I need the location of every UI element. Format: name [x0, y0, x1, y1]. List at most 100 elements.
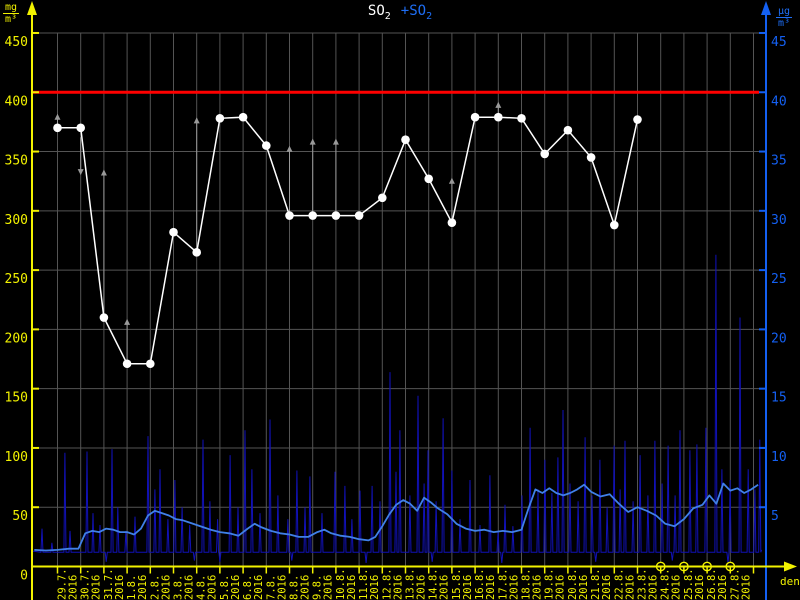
x-tick-label-year: 2016	[369, 575, 381, 600]
gridlines	[32, 32, 766, 567]
x-tick-label-year: 2016	[392, 575, 404, 600]
y-right-tick-label: 25	[771, 272, 787, 287]
x-tick-label-date: 14.8.	[428, 568, 440, 600]
x-tick-label-date: 20.8.	[567, 568, 579, 600]
arrow-up-icon	[193, 117, 200, 124]
x-tick-label-year: 2016	[276, 575, 288, 600]
arrow-up-icon	[332, 138, 339, 145]
so2-raw-series	[33, 254, 763, 563]
x-axis-arrow-icon	[784, 561, 797, 572]
x-tick-label-year: 2016	[230, 575, 242, 600]
x-tick-label-year: 2016	[207, 575, 219, 600]
y-left-tick-label: 250	[5, 272, 28, 287]
x-tick-label-date: 4.8.	[196, 575, 208, 600]
x-tick-label-year: 2016	[137, 575, 149, 600]
x-tick-label-year: 2016	[532, 575, 544, 600]
daily-data-point	[586, 153, 596, 162]
x-tick-label-date: 16.8.	[474, 568, 486, 600]
daily-data-point	[610, 220, 619, 230]
x-tick-label-date: 5.8.	[219, 575, 231, 600]
arrow-up-icon	[495, 101, 502, 108]
x-tick-label-date: 12.8.	[381, 568, 393, 600]
daily-data-point	[540, 149, 549, 159]
daily-data-point	[633, 115, 642, 124]
arrow-up-icon	[286, 145, 293, 152]
y-right-tick-label: 35	[771, 154, 787, 169]
y-right-tick-label: 30	[771, 213, 787, 228]
x-tick-label-date: 10.8.	[335, 568, 347, 600]
y-left-tick-label: 0	[20, 569, 28, 584]
x-tick-label-date: 19.8.	[544, 568, 556, 600]
x-tick-label-year: 2016	[601, 575, 613, 600]
arrow-up-icon	[54, 113, 61, 120]
x-tick-label-year: 2016	[624, 575, 636, 600]
y-left-axis-arrow-icon	[27, 1, 37, 15]
y-left-tick-label: 200	[5, 331, 28, 346]
y-right-tick-label: 5	[771, 509, 779, 524]
y-left-tick-label: 400	[5, 94, 28, 109]
annotation-arrows	[54, 101, 502, 362]
y-right-axis-arrow-icon	[761, 1, 771, 15]
x-tick-label-year: 2016	[555, 575, 567, 600]
so2-smoothed-polyline	[34, 482, 759, 552]
x-tick-label-date: 6.8.	[242, 575, 254, 600]
daily-data-point	[146, 359, 155, 369]
daily-data-point	[401, 135, 410, 144]
y-left-tick-label: 450	[5, 35, 28, 50]
x-tick-label-year: 2016	[253, 575, 265, 600]
x-tick-label-year: 2016	[323, 575, 335, 600]
x-tick-label-date: 7.8.	[265, 575, 277, 600]
y-left-tick-label: 150	[5, 391, 28, 406]
x-tick-label-date: 13.8.	[405, 568, 417, 600]
daily-data-point	[563, 125, 573, 135]
x-tick-label-year: 2016	[671, 575, 683, 600]
daily-data-point	[470, 112, 480, 122]
daily-data-point	[215, 114, 225, 123]
x-tick-label-date: 18.8.	[521, 568, 533, 600]
x-tick-label-date: 25.8.	[683, 568, 695, 600]
x-tick-label-year: 2016	[416, 575, 428, 600]
x-tick-label-date: 8.8.	[289, 575, 301, 600]
y-right-tick-label: 40	[771, 94, 787, 109]
daily-data-point	[99, 313, 109, 322]
x-tick-label-date: 22.8.	[613, 568, 625, 600]
x-tick-label-year: 2016	[694, 575, 706, 600]
daily-data-point	[308, 211, 318, 220]
x-tick-label-date: 27.8.	[729, 568, 741, 600]
so2-raw-polyline	[33, 254, 763, 563]
arrow-up-icon	[448, 177, 455, 184]
x-tick-label-year: 2016	[462, 575, 474, 600]
x-tick-label-date: 1.8.	[126, 575, 138, 600]
arrow-up-icon	[100, 169, 107, 176]
axis-tick-labels: 0 50 100 150 200 250 300 350 400 450 5 10 15 20 25 30 35…	[5, 35, 787, 600]
daily-data-point	[331, 211, 341, 220]
x-tick-label-date: 31.7.	[103, 568, 115, 600]
x-tick-label-date: 29.7.	[57, 568, 69, 600]
so2-daily-polyline	[57, 116, 639, 365]
y-right-tick-label: 15	[771, 391, 787, 406]
y-left-tick-label: 350	[5, 154, 28, 169]
axes	[27, 1, 797, 600]
x-tick-label-year: 2016	[439, 575, 451, 600]
x-tick-label-date: 30.7.	[80, 568, 92, 600]
y-left-tick-label: 50	[12, 509, 28, 524]
x-tick-label-year: 2016	[485, 575, 497, 600]
daily-data-point	[53, 123, 62, 133]
x-tick-label-year: 2016	[648, 575, 660, 600]
x-tick-label-year: 2016	[578, 575, 590, 600]
x-tick-label-year: 2016	[184, 575, 196, 600]
x-tick-label-year: 2016	[91, 575, 103, 600]
series-raw-title: +SO2	[400, 3, 433, 22]
y-right-tick-label: 10	[771, 450, 787, 465]
y-right-unit-label: µg m³	[776, 6, 793, 29]
daily-data-point	[238, 112, 248, 122]
daily-data-point	[76, 123, 85, 133]
x-axis-title: den	[780, 575, 800, 588]
arrow-up-icon	[124, 318, 131, 325]
daily-data-point	[354, 211, 364, 220]
daily-data-point	[262, 141, 271, 150]
x-tick-label-year: 2016	[300, 575, 312, 600]
arrow-down-icon	[77, 169, 84, 176]
so2-smoothed-series	[34, 482, 759, 552]
